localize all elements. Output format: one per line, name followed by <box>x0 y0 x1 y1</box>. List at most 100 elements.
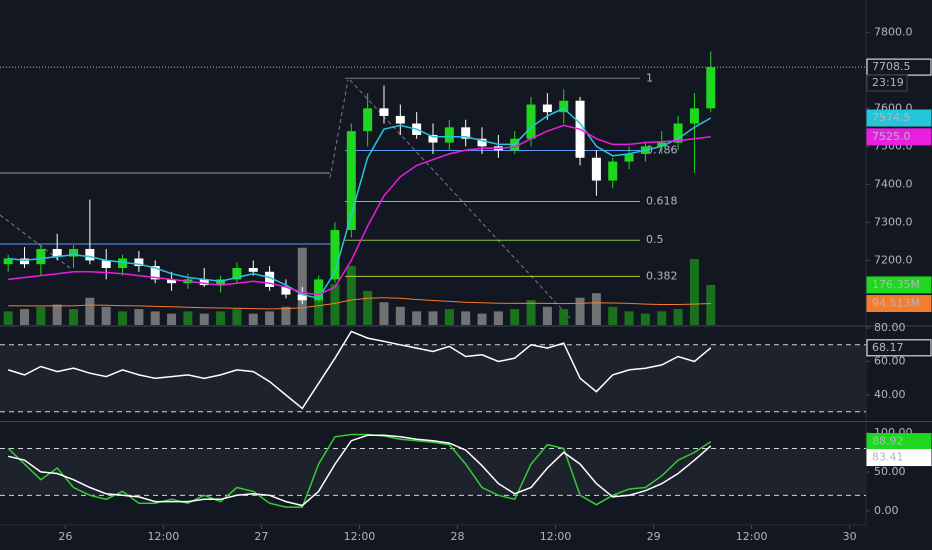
volume-bar <box>199 313 209 325</box>
volume-bar <box>134 309 144 325</box>
price-tag-label: 7708.5 <box>872 60 911 73</box>
price-tag-label: 68.17 <box>872 341 904 354</box>
candle-body <box>265 271 275 287</box>
band-fill <box>0 448 866 496</box>
volume-bar <box>167 313 177 325</box>
x-tick-label: 30 <box>843 530 857 543</box>
x-tick-label: 12:00 <box>736 530 768 543</box>
band-fill <box>0 344 866 412</box>
moving-average <box>8 107 712 300</box>
volume-bar <box>314 279 324 325</box>
x-tick-label: 12:00 <box>540 530 572 543</box>
y-tick-label: 0.00 <box>874 504 899 517</box>
volume-bar <box>150 311 160 325</box>
volume-bar <box>3 311 13 325</box>
volume-bar <box>330 284 340 325</box>
candle-body <box>591 157 601 181</box>
volume-bar <box>428 311 438 325</box>
candle-body <box>657 142 667 147</box>
trend-line <box>329 79 349 179</box>
volume-bar <box>461 311 471 325</box>
candle-body <box>461 127 471 139</box>
volume-bar <box>624 311 634 325</box>
volume-bar <box>559 309 569 325</box>
y-tick-label: 50.00 <box>874 465 906 478</box>
volume-bar <box>673 309 683 325</box>
moving-average <box>8 124 711 296</box>
volume-bar <box>101 306 111 325</box>
price-tag <box>866 276 932 294</box>
volume-bar <box>526 300 536 325</box>
candle-body <box>444 127 454 143</box>
volume-bar <box>575 297 585 325</box>
candle-body <box>477 138 487 147</box>
candle-body <box>281 286 291 295</box>
candle-body <box>428 134 438 143</box>
volume-bar <box>52 304 62 325</box>
y-tick-label: 7800.0 <box>874 25 913 38</box>
y-tick-label: 7200.0 <box>874 253 913 266</box>
candle-body <box>118 258 128 268</box>
trend-line <box>349 79 571 319</box>
price-tag <box>866 339 932 357</box>
y-tick-label: 7400.0 <box>874 177 913 190</box>
volume-bar <box>395 306 405 325</box>
volume-bar <box>412 311 422 325</box>
candle-body <box>36 248 46 265</box>
x-tick-label: 12:00 <box>344 530 376 543</box>
indicator-line <box>7 330 712 410</box>
x-tick-label: 28 <box>451 530 465 543</box>
price-tag-label: 94.513M <box>872 297 920 310</box>
volume-bar <box>542 306 552 325</box>
volume-bar <box>640 313 650 325</box>
candle-body <box>216 279 226 286</box>
x-tick-label: 29 <box>647 530 661 543</box>
candle-body <box>20 258 30 265</box>
volume-bar <box>297 247 307 325</box>
price-tag-label: 176.35M <box>872 278 920 291</box>
candle-body <box>3 258 13 265</box>
volume-bar <box>183 311 193 325</box>
volume-bar <box>232 309 242 325</box>
volume-bar <box>363 290 373 325</box>
fib-label: 0.618 <box>646 194 678 207</box>
drawings <box>0 79 571 319</box>
price-tag-label: 7574.5 <box>872 111 911 124</box>
candle-body <box>314 279 324 301</box>
volume-bar <box>281 306 291 325</box>
candle-body <box>167 279 177 284</box>
countdown: 23:19 <box>872 76 904 89</box>
candle-body <box>101 260 111 268</box>
x-tick-label: 27 <box>254 530 268 543</box>
volume-bar <box>706 284 716 325</box>
volume-bar <box>510 309 520 325</box>
x-tick-label: 12:00 <box>148 530 180 543</box>
price-tag <box>866 449 932 467</box>
price-tag-label: 7525.0 <box>872 130 911 143</box>
candle-body <box>526 104 536 139</box>
volume-bar <box>216 311 226 325</box>
y-tick-label: 40.00 <box>874 388 906 401</box>
candle-body <box>85 248 95 261</box>
price-tag <box>866 109 932 127</box>
trend-line <box>0 214 71 269</box>
candle-body <box>608 161 618 181</box>
candle-body <box>395 115 405 124</box>
x-tick-label: 26 <box>58 530 72 543</box>
volume-bar <box>36 306 46 325</box>
y-tick-label: 60.00 <box>874 355 906 368</box>
volume-bar <box>608 306 618 325</box>
price-tag-label: 83.41 <box>872 451 904 464</box>
fib-label: 0.382 <box>646 269 678 282</box>
price-tag <box>866 128 932 146</box>
candle-body <box>689 108 699 124</box>
volume-bar <box>379 302 389 325</box>
volume-bar <box>493 311 503 325</box>
volume-bar <box>118 311 128 325</box>
y-tick-label: 80.00 <box>874 321 906 334</box>
candle-body <box>297 294 307 301</box>
volume-bar <box>248 313 258 325</box>
candle-body <box>363 108 373 132</box>
y-tick-label: 7300.0 <box>874 215 913 228</box>
